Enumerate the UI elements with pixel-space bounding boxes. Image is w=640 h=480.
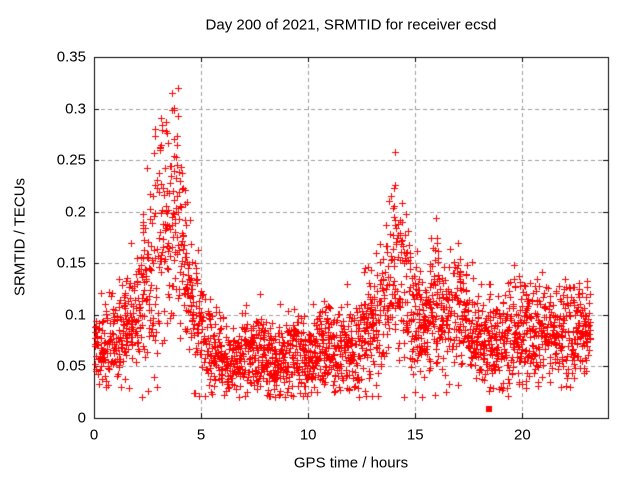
x-tick-label: 10 — [299, 426, 317, 444]
chart-title: Day 200 of 2021, SRMTID for receiver ecs… — [205, 16, 497, 34]
x-tick-label: 0 — [89, 426, 99, 444]
y-tick-label: 0.3 — [65, 100, 86, 118]
y-tick-label: 0.35 — [56, 48, 86, 66]
x-tick-label: 20 — [513, 426, 531, 444]
y-tick-label: 0.25 — [56, 151, 86, 169]
y-tick-label: 0.1 — [65, 306, 86, 324]
y-tick-label: 0 — [77, 409, 86, 427]
y-tick-label: 0.2 — [65, 203, 86, 221]
y-tick-label: 0.05 — [56, 357, 86, 375]
x-tick-label: 5 — [196, 426, 206, 444]
x-tick-label: 15 — [406, 426, 424, 444]
x-axis-label: GPS time / hours — [293, 454, 409, 472]
y-axis-label: SRMTID / TECUs — [11, 177, 29, 297]
y-tick-label: 0.15 — [56, 254, 86, 272]
